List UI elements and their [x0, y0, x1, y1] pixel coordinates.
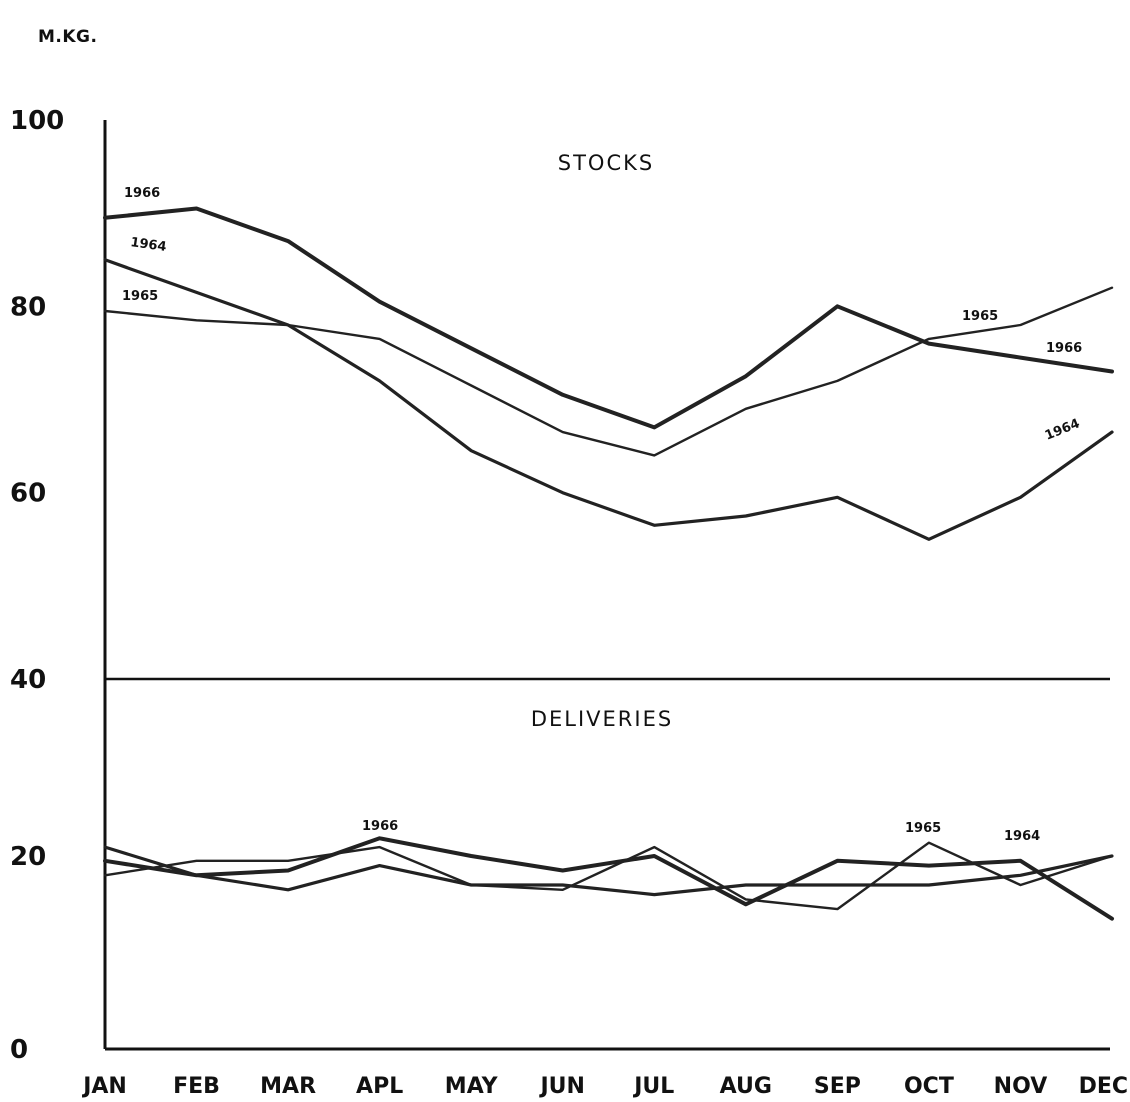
stocks-series-1964: [103, 258, 1114, 541]
deliveries-series-1964: [103, 845, 1114, 897]
y-tick-label: 100: [10, 106, 64, 136]
series-lines: [103, 206, 1114, 921]
deliveries-title: DELIVERIES: [531, 707, 673, 731]
label-stocks-1966-right: 1966: [1046, 341, 1082, 356]
label-stocks-1965-left: 1965: [122, 289, 158, 304]
x-tick-label: MAR: [260, 1074, 316, 1099]
label-stocks-1966-left: 1966: [124, 186, 160, 201]
x-tick-label: DEC: [1079, 1074, 1128, 1099]
x-tick-label: SEP: [814, 1074, 861, 1099]
deliveries-series-1966: [103, 836, 1114, 921]
y-tick-label: 80: [10, 292, 46, 322]
label-stocks-1964-right: 1964: [1043, 416, 1082, 443]
x-tick-label: JUN: [538, 1074, 584, 1099]
x-tick-label: JUL: [632, 1074, 674, 1099]
y-tick-label: 0: [10, 1035, 28, 1065]
label-stocks-1964-left: 1964: [129, 235, 167, 255]
x-tick-label: OCT: [904, 1074, 954, 1099]
unit-label: M.KG.: [38, 27, 97, 47]
label-deliveries-1965: 1965: [905, 821, 941, 836]
deliveries-series-1965: [103, 841, 1114, 911]
stocks-series-1965: [103, 286, 1114, 457]
y-tick-label: 60: [10, 479, 46, 509]
x-tick-label: NOV: [994, 1074, 1048, 1099]
y-tick-label: 40: [10, 665, 46, 695]
x-tick-label: APL: [356, 1074, 403, 1099]
y-tick-label: 20: [10, 842, 46, 872]
x-tick-label: JAN: [81, 1074, 127, 1099]
stocks-title: STOCKS: [558, 151, 654, 175]
label-deliveries-1964: 1964: [1004, 829, 1040, 844]
series-labels: 1966 1964 1965 1965 1966 1964 1966 1965 …: [122, 186, 1082, 844]
x-tick-label: MAY: [445, 1074, 499, 1099]
stocks-series-1966: [103, 206, 1114, 430]
y-axis-ticks: 0 20 40 60 80 100: [10, 106, 64, 1065]
x-tick-label: FEB: [173, 1074, 220, 1099]
label-stocks-1965-right: 1965: [962, 309, 998, 324]
label-deliveries-1966: 1966: [362, 819, 398, 834]
x-axis-ticks: JAN FEB MAR APL MAY JUN JUL AUG SEP OCT NOV DEC: [81, 1074, 1128, 1099]
x-tick-label: AUG: [720, 1074, 772, 1099]
